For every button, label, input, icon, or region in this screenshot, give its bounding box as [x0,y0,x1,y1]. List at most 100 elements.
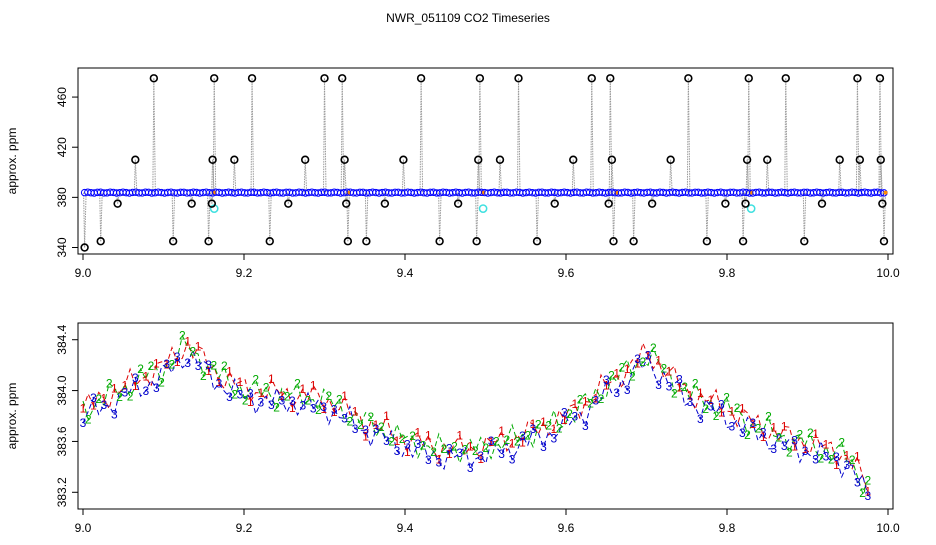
series-marker-2: 2 [430,445,437,459]
series-marker-1: 1 [310,378,317,392]
series-marker-2: 2 [210,359,217,373]
series-marker-2: 2 [116,390,123,404]
series-marker-3: 3 [634,352,641,366]
trace-line [341,78,345,193]
series-marker-2: 2 [252,373,259,387]
outlier-point [131,155,140,164]
trace-line [475,192,478,242]
bottom-series-lines [82,334,869,496]
outlier-point [817,199,827,208]
series-marker-2: 2 [284,390,291,404]
trace-line [518,78,521,193]
series-marker-3: 3 [530,422,537,436]
series-marker-3: 3 [226,390,233,404]
outlier-point [96,237,105,246]
series-marker-3: 3 [289,394,296,408]
trace-line [607,192,610,204]
series-marker-3: 3 [383,434,390,448]
series-marker-3: 3 [268,398,275,412]
trace-line [286,192,289,204]
outlier-point [300,155,310,164]
series-marker-1: 1 [781,420,788,434]
series-marker-1: 1 [770,420,777,434]
outlier-point [265,237,274,246]
outlier-point [210,74,219,83]
series-marker-3: 3 [456,446,463,460]
series-marker-3: 3 [802,444,809,458]
series-marker-3: 3 [415,437,422,451]
trace-line [213,78,217,193]
series-marker-1: 1 [833,458,840,472]
outlier-point [666,155,675,164]
trace-line [855,78,858,193]
series-marker-2: 2 [807,426,814,440]
outlier-point [587,74,596,83]
top-y-tick-label: 460 [55,87,69,107]
outlier-point [604,199,613,208]
outlier-point [380,199,390,208]
outlier-point [435,237,444,246]
series-marker-2: 2 [451,440,458,454]
trace-line [478,78,481,193]
series-marker-2: 2 [441,442,448,456]
trace-line [476,159,479,193]
trace-line [821,192,824,204]
trace-line [785,78,788,193]
series-marker-1: 1 [320,402,327,416]
trace-line [439,192,442,242]
trace-line [479,78,482,193]
trace-line [498,159,501,193]
series-marker-1: 1 [362,430,369,444]
trace-line [820,192,823,204]
trace-line [610,159,613,193]
series-marker-1: 1 [425,429,432,443]
series-marker-3: 3 [122,386,129,400]
outlier-point [514,74,523,83]
outlier-point [342,199,351,208]
trace-line [438,192,441,242]
series-marker-3: 3 [477,449,484,463]
trace-line [232,159,235,193]
series-marker-1: 1 [603,378,610,392]
series-marker-1: 1 [488,435,495,449]
trace-line [765,159,768,193]
series-marker-1: 1 [865,485,872,499]
top-y-tick-label: 340 [55,237,69,257]
outlier-point [475,74,485,83]
series-marker-2: 2 [577,393,584,407]
series-marker-2: 2 [566,407,573,421]
outlier-point [80,243,89,252]
trace-line [632,192,635,242]
series-marker-3: 3 [613,386,620,400]
outlier-point [187,199,196,208]
top-x-axis: 9.0 9.2 9.4 9.6 9.8 10.0 [75,254,900,280]
trace-line [211,159,214,193]
series-marker-3: 3 [812,453,819,467]
series-marker-3: 3 [749,416,756,430]
series-marker-1: 1 [122,378,129,392]
series-line-3 [82,348,869,496]
series-marker-2: 2 [179,329,186,343]
trace-line [745,159,748,193]
top-x-tick-label: 9.8 [719,266,736,280]
series-marker-2: 2 [865,474,872,488]
bottom-y-tick-label: 384.0 [55,375,69,405]
trace-line [608,78,611,193]
series-marker-3: 3 [331,403,338,417]
series-marker-3: 3 [781,439,788,453]
series-marker-3: 3 [655,378,662,392]
trace-line [171,192,174,242]
series-marker-1: 1 [142,369,149,383]
series-marker-1: 1 [645,349,652,363]
series-marker-1: 1 [844,448,851,462]
trace-line [419,78,422,193]
series-marker-1: 1 [341,389,348,403]
series-marker-3: 3 [561,406,568,420]
series-marker-2: 2 [524,428,531,442]
series-marker-3: 3 [770,442,777,456]
series-marker-2: 2 [744,428,751,442]
series-marker-1: 1 [394,434,401,448]
series-marker-2: 2 [294,377,301,391]
series-marker-3: 3 [310,401,317,415]
